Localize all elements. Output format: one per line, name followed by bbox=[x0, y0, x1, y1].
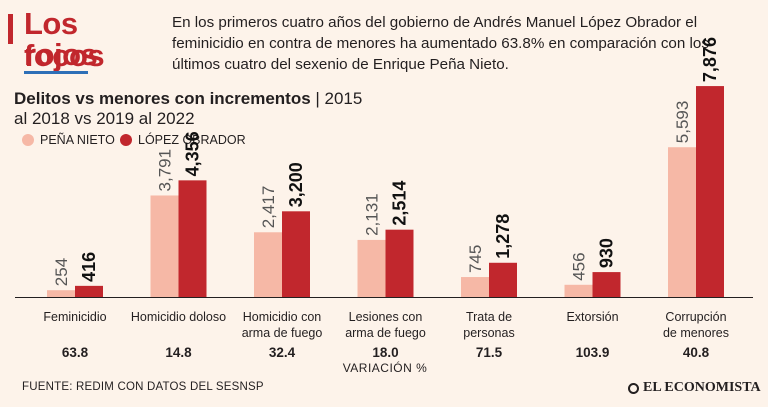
logo-icon bbox=[628, 382, 639, 394]
value-label-lopez-obrador-5: 930 bbox=[597, 238, 617, 268]
bar-pena-nieto-5 bbox=[564, 284, 593, 297]
variation-value-4: 71.5 bbox=[475, 345, 503, 360]
value-label-pena-nieto-2: 2,417 bbox=[259, 186, 278, 229]
value-label-lopez-obrador-3: 2,514 bbox=[390, 181, 410, 226]
bar-lopez-obrador-0 bbox=[75, 285, 103, 297]
category-label-line: Feminicidio bbox=[43, 310, 107, 324]
legend-swatch-pena-nieto bbox=[22, 134, 34, 146]
variation-value-3: 18.0 bbox=[372, 345, 399, 360]
category-label-0: Feminicidio bbox=[15, 309, 135, 325]
value-label-pena-nieto-6: 5,593 bbox=[673, 101, 692, 144]
category-label-line: arma de fuego bbox=[345, 326, 426, 340]
category-label-line: arma de fuego bbox=[241, 326, 323, 340]
bar-lopez-obrador-5 bbox=[592, 272, 621, 297]
bar-lopez-obrador-3 bbox=[385, 229, 414, 297]
category-label-line: de menores bbox=[662, 326, 729, 340]
value-label-pena-nieto-4: 745 bbox=[466, 245, 485, 273]
bar-pena-nieto-4 bbox=[461, 277, 489, 297]
legend-swatch-lopez-obrador bbox=[120, 134, 132, 146]
variation-label: VARIACIÓN % bbox=[342, 361, 428, 375]
value-label-lopez-obrador-4: 1,278 bbox=[493, 214, 513, 259]
category-label-line: Homicidio doloso bbox=[130, 310, 227, 324]
title-accent-bar bbox=[8, 14, 13, 44]
category-label-6: Corrupción de menores bbox=[636, 309, 756, 341]
value-label-pena-nieto-1: 3,791 bbox=[156, 149, 175, 192]
legend-label-lopez-obrador: LÓPEZ OBRADOR bbox=[138, 133, 246, 147]
value-label-lopez-obrador-2: 3,200 bbox=[286, 162, 306, 207]
bar-pena-nieto-6 bbox=[668, 147, 696, 297]
category-label-line: Corrupción bbox=[665, 310, 727, 324]
value-label-lopez-obrador-1: 4,356 bbox=[183, 131, 203, 176]
legend-lopez-obrador: LÓPEZ OBRADOR bbox=[120, 133, 246, 147]
bar-pena-nieto-3 bbox=[357, 239, 386, 297]
legend-label-pena-nieto: PEÑA NIETO bbox=[40, 133, 115, 147]
category-label-line: personas bbox=[463, 326, 515, 340]
chart-title-years: | 2015 bbox=[310, 89, 363, 108]
value-label-pena-nieto-0: 254 bbox=[52, 258, 71, 286]
bar-lopez-obrador-2 bbox=[282, 211, 310, 297]
bar-pena-nieto-2 bbox=[254, 232, 282, 297]
source-text: FUENTE: REDIM CON DATOS DEL SESNSP bbox=[22, 381, 264, 393]
bar-lopez-obrador-1 bbox=[178, 180, 207, 297]
value-label-pena-nieto-5: 456 bbox=[570, 252, 589, 280]
bar-lopez-obrador-4 bbox=[489, 262, 517, 297]
publisher-logo: EL ECONOMISTA bbox=[628, 380, 761, 396]
variation-value-5: 103.9 bbox=[575, 345, 610, 360]
variation-value-6: 40.8 bbox=[682, 345, 710, 360]
category-label-line: Homicidio con bbox=[242, 310, 322, 324]
value-label-lopez-obrador-0: 416 bbox=[79, 252, 99, 282]
category-label-4: Trata de personas bbox=[429, 309, 549, 341]
intro-text: En los primeros cuatro años del gobierno… bbox=[172, 14, 709, 73]
value-label-lopez-obrador-6: 7,876 bbox=[700, 37, 720, 82]
chart-subtitle: Delitos vs menores con incrementos | 201… bbox=[14, 89, 414, 129]
category-label-1: Homicidio doloso bbox=[119, 309, 239, 325]
chart-title-period: al 2018 vs 2019 al 2022 bbox=[14, 109, 195, 128]
title-underline bbox=[24, 71, 88, 74]
variation-value-2: 32.4 bbox=[268, 345, 296, 360]
category-label-2: Homicidio con arma de fuego bbox=[222, 309, 342, 341]
category-label-line: Trata de bbox=[465, 310, 513, 324]
category-label-3: Lesiones con arma de fuego bbox=[326, 309, 446, 341]
logo-text: EL ECONOMISTA bbox=[643, 380, 761, 395]
value-label-pena-nieto-3: 2,131 bbox=[363, 193, 382, 236]
title-line-2: rojos bbox=[24, 37, 98, 72]
category-label-line: Lesiones con bbox=[348, 310, 423, 324]
chart-title: Delitos vs menores con incrementos bbox=[14, 89, 311, 108]
bar-lopez-obrador-6 bbox=[696, 86, 724, 297]
category-label-5: Extorsión bbox=[533, 309, 653, 325]
variation-value-0: 63.8 bbox=[61, 345, 89, 360]
variation-value-1: 14.8 bbox=[165, 345, 192, 360]
legend-pena-nieto: PEÑA NIETO bbox=[22, 133, 115, 147]
title-line-1: Los focos bbox=[24, 6, 105, 73]
category-label-line: Extorsión bbox=[566, 310, 619, 324]
bar-pena-nieto-1 bbox=[150, 195, 179, 297]
bar-pena-nieto-0 bbox=[47, 290, 75, 297]
